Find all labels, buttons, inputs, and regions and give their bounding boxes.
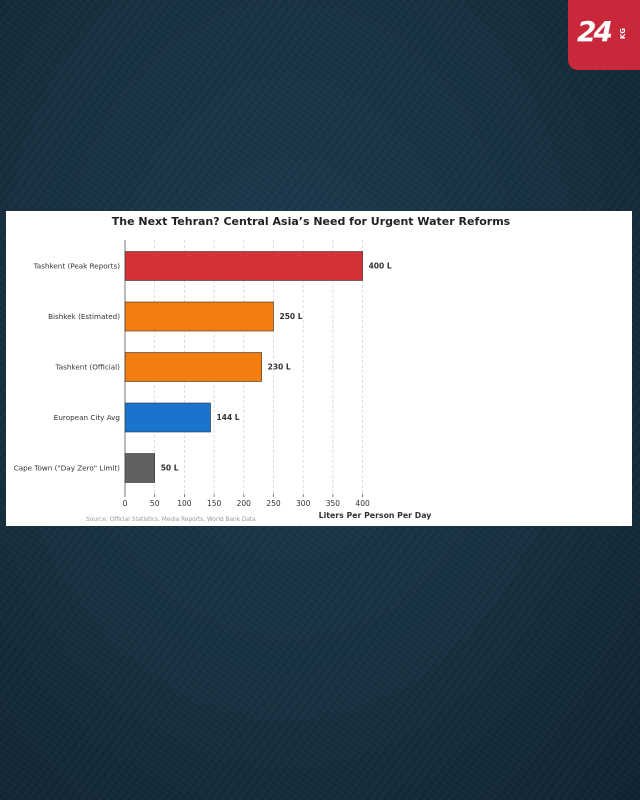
bar	[124, 301, 274, 332]
category-labels: Tashkent (Peak Reports) Bishkek (Estimate…	[14, 262, 121, 473]
category-label: Tashkent (Peak Reports)	[33, 262, 121, 271]
x-tick-label: 300	[296, 499, 311, 508]
category-label: Cape Town ("Day Zero" Limit)	[14, 464, 121, 473]
bar	[124, 402, 211, 433]
bar	[124, 453, 156, 483]
bars	[124, 251, 363, 483]
x-tick-label: 100	[177, 499, 192, 508]
logo-text: 24	[577, 15, 613, 48]
x-tick-label: 400	[355, 499, 370, 508]
chart-panel: The Next Tehran? Central Asia’s Need for…	[6, 211, 632, 526]
category-label: Bishkek (Estimated)	[48, 312, 120, 321]
x-tick-label: 0	[123, 499, 128, 508]
data-label: 400 L	[369, 262, 392, 271]
data-label: 144 L	[217, 413, 240, 422]
bar	[124, 251, 363, 281]
bar	[124, 352, 262, 382]
logo-subtext: KG	[619, 28, 627, 40]
data-label: 230 L	[268, 363, 291, 372]
x-axis-label: Liters Per Person Per Day	[319, 511, 432, 520]
x-tick-label: 50	[150, 499, 160, 508]
x-tick-label: 200	[237, 499, 252, 508]
x-tick-label: 150	[207, 499, 222, 508]
x-axis-ticks: 0 50 100 150 200 250 300 350 400	[123, 494, 370, 508]
value-labels: 400 L 250 L 230 L 144 L 50 L	[161, 262, 392, 473]
category-label: European City Avg	[54, 413, 120, 422]
x-tick-label: 250	[266, 499, 281, 508]
data-label: 50 L	[161, 464, 179, 473]
chart-title: The Next Tehran? Central Asia’s Need for…	[112, 215, 511, 228]
category-label: Tashkent (Official)	[55, 363, 121, 372]
data-label: 250 L	[280, 312, 303, 321]
brand-logo[interactable]: 24 KG	[568, 0, 640, 70]
bar-chart: The Next Tehran? Central Asia’s Need for…	[14, 215, 511, 523]
x-tick-label: 350	[326, 499, 341, 508]
source-note: Source: Official Statistics, Media Repor…	[86, 517, 256, 523]
